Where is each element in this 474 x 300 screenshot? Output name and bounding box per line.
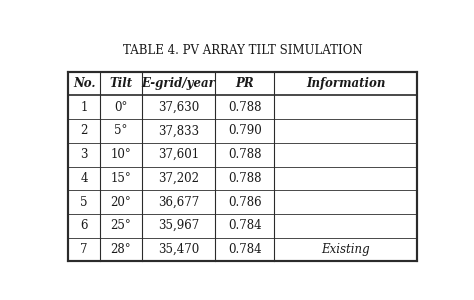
Text: 35,470: 35,470 xyxy=(158,243,199,256)
Text: 37,833: 37,833 xyxy=(158,124,199,137)
Text: 0.784: 0.784 xyxy=(228,243,262,256)
Text: 10°: 10° xyxy=(110,148,131,161)
Text: 5: 5 xyxy=(81,196,88,208)
Text: Existing: Existing xyxy=(321,243,370,256)
Text: 35,967: 35,967 xyxy=(158,219,199,232)
Bar xyxy=(68,72,418,261)
Text: 0.790: 0.790 xyxy=(228,124,262,137)
Text: 0.788: 0.788 xyxy=(228,148,262,161)
Text: 25°: 25° xyxy=(110,219,131,232)
Text: No.: No. xyxy=(73,77,95,90)
Text: 37,630: 37,630 xyxy=(158,101,199,114)
Text: 5°: 5° xyxy=(114,124,128,137)
Text: 4: 4 xyxy=(81,172,88,185)
Text: 3: 3 xyxy=(81,148,88,161)
Text: Information: Information xyxy=(306,77,385,90)
Text: E-grid/year: E-grid/year xyxy=(141,77,215,90)
Text: 0.788: 0.788 xyxy=(228,172,262,185)
Text: 28°: 28° xyxy=(110,243,131,256)
Text: 1: 1 xyxy=(81,101,88,114)
Text: PR: PR xyxy=(236,77,254,90)
Text: 37,601: 37,601 xyxy=(158,148,199,161)
Text: 15°: 15° xyxy=(110,172,131,185)
Text: Tilt: Tilt xyxy=(109,77,132,90)
Text: 36,677: 36,677 xyxy=(158,196,199,208)
Text: 37,202: 37,202 xyxy=(158,172,199,185)
Text: 0.788: 0.788 xyxy=(228,101,262,114)
Text: 6: 6 xyxy=(81,219,88,232)
Text: 20°: 20° xyxy=(110,196,131,208)
Text: TABLE 4. PV ARRAY TILT SIMULATION: TABLE 4. PV ARRAY TILT SIMULATION xyxy=(123,44,363,57)
Text: 2: 2 xyxy=(81,124,88,137)
Text: 0°: 0° xyxy=(114,101,128,114)
Text: 0.786: 0.786 xyxy=(228,196,262,208)
Text: 0.784: 0.784 xyxy=(228,219,262,232)
Text: 7: 7 xyxy=(81,243,88,256)
